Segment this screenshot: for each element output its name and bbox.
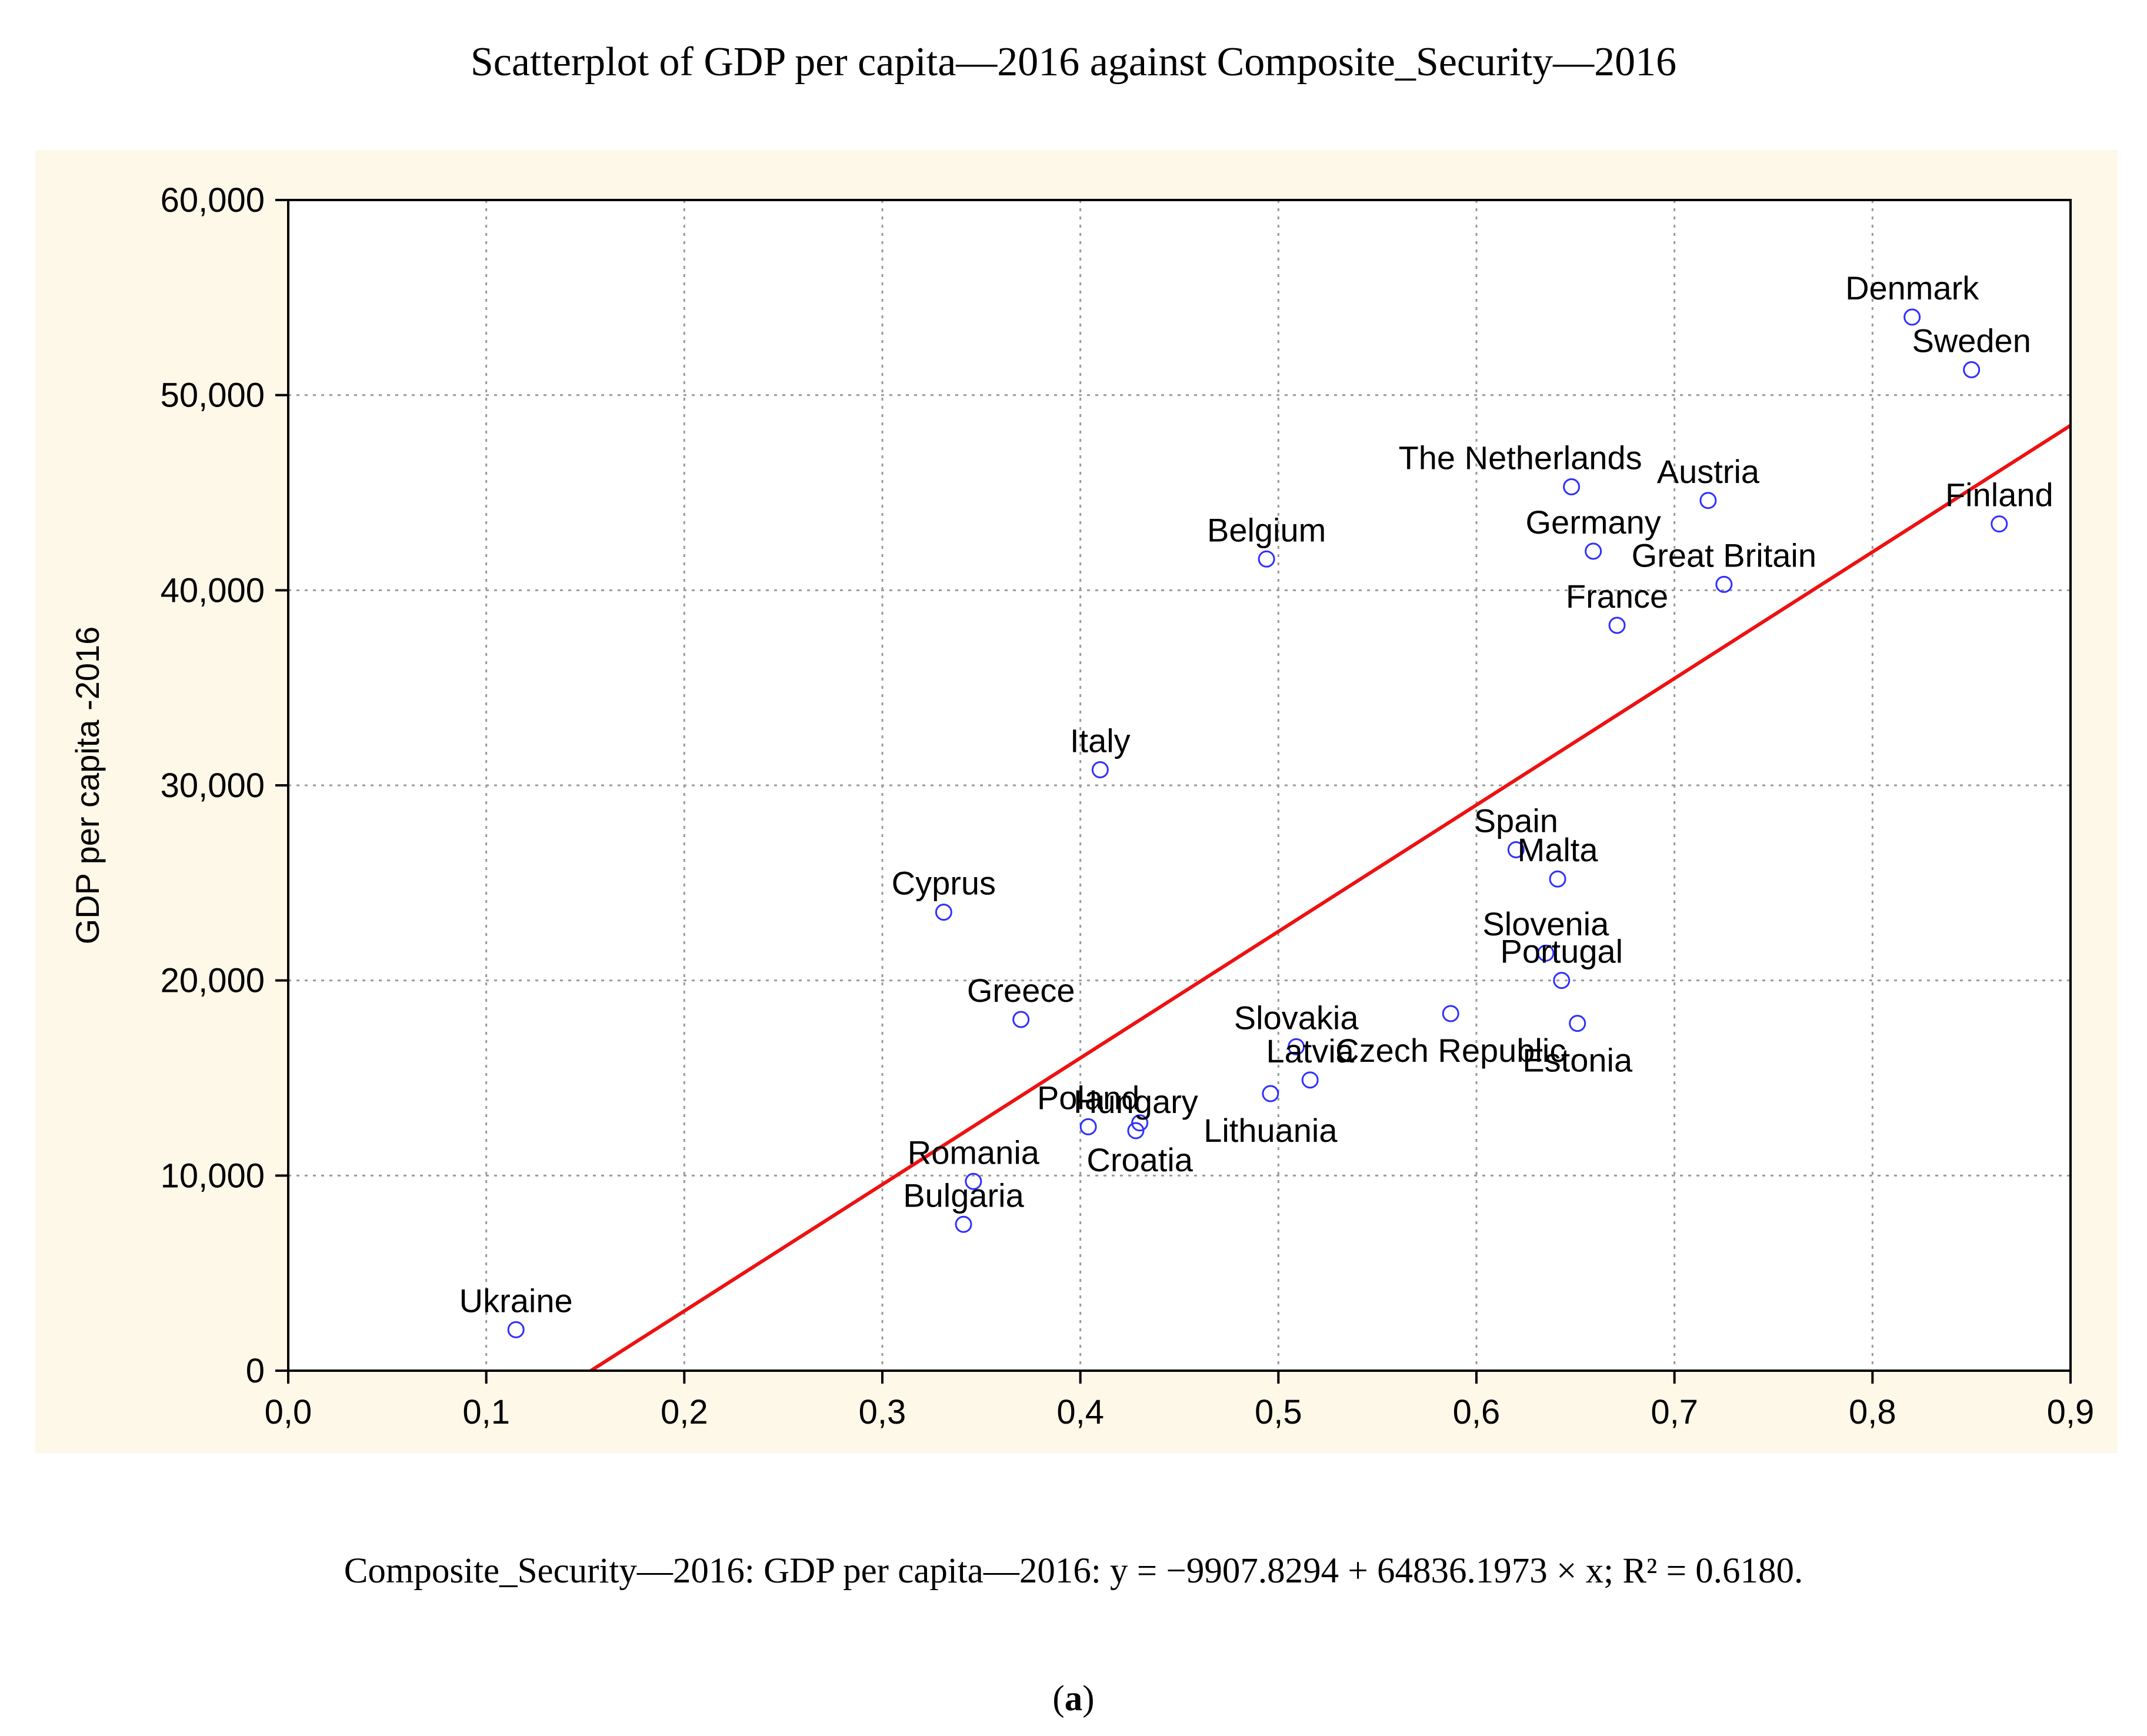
panel-label: (a): [1052, 1679, 1094, 1718]
data-point: [1585, 542, 1602, 560]
data-point: [1012, 1011, 1030, 1028]
point-label: Greece: [967, 972, 1075, 1009]
point-label: Poland: [1037, 1079, 1139, 1116]
data-point: [1288, 1038, 1305, 1055]
y-axis-label: GDP per capita -2016: [69, 627, 106, 945]
panel-close-paren: ): [1082, 1679, 1094, 1718]
x-axis-ticks: 0,0 0,1 0,2 0,3 0,4 0,5 0,6 0,7 0,8 0,9: [265, 1371, 2095, 1431]
regression-line-layer: [589, 424, 2072, 1372]
x-tick-label: 0,3: [859, 1393, 906, 1431]
x-tick-label: 0,5: [1255, 1393, 1302, 1431]
data-point: [1079, 1118, 1097, 1135]
point-label: Estonia: [1522, 1042, 1633, 1079]
point-label: Cyprus: [892, 865, 996, 902]
data-point: [1262, 1085, 1279, 1102]
data-point: [1608, 617, 1626, 634]
regression-line: [589, 424, 2072, 1372]
x-tick-label: 0,6: [1453, 1393, 1501, 1431]
point-label: Slovenia: [1482, 905, 1609, 942]
regression-caption: Composite_Security—2016: GDP per capita—…: [344, 1551, 1803, 1591]
point-label: Hungary: [1074, 1083, 1198, 1120]
point-label: Croatia: [1086, 1141, 1193, 1178]
point-label: Lithuania: [1203, 1112, 1338, 1149]
point-label: France: [1566, 578, 1668, 615]
point-label: Malta: [1518, 831, 1599, 868]
data-point: [1442, 1005, 1459, 1022]
data-point: [1091, 761, 1109, 778]
data-point: [1903, 308, 1921, 326]
data-point: [1963, 361, 1981, 379]
y-tick-label: 60,000: [161, 181, 265, 219]
x-tick-label: 0,1: [462, 1393, 510, 1431]
data-point: [1537, 944, 1555, 962]
data-point: [965, 1172, 982, 1190]
point-label: Belgium: [1207, 511, 1326, 548]
point-label: Italy: [1070, 722, 1131, 759]
y-tick-label: 10,000: [161, 1157, 265, 1195]
y-tick-label: 30,000: [161, 767, 265, 805]
point-label: The Netherlands: [1399, 439, 1642, 477]
data-point: [955, 1215, 972, 1233]
point-label: Portugal: [1500, 933, 1623, 970]
y-tick-label: 0: [246, 1352, 265, 1390]
x-tick-label: 0,0: [265, 1393, 312, 1431]
point-label: Sweden: [1912, 322, 2031, 359]
data-point: [1991, 515, 2008, 533]
point-label: Latvia: [1266, 1032, 1354, 1069]
point-label: Spain: [1474, 802, 1558, 839]
scatter-markers: [507, 308, 2008, 1338]
point-label: Austria: [1657, 453, 1760, 490]
point-label: Finland: [1945, 477, 2053, 514]
data-point: [1563, 478, 1581, 496]
x-tick-label: 0,9: [2047, 1393, 2095, 1431]
x-tick-label: 0,4: [1056, 1393, 1104, 1431]
y-tick-label: 20,000: [161, 962, 265, 1000]
data-point: [1301, 1071, 1319, 1089]
point-label: Germany: [1525, 504, 1661, 541]
data-point: [1549, 870, 1566, 888]
x-tick-label: 0,7: [1651, 1393, 1698, 1431]
point-label: Czech Republic: [1335, 1032, 1566, 1069]
point-label: Great Britain: [1632, 537, 1816, 574]
data-point: [1699, 492, 1717, 509]
point-label: Bulgaria: [903, 1177, 1024, 1214]
point-label: Slovakia: [1234, 999, 1359, 1036]
chart-title: Scatterplot of GDP per capita—2016 again…: [471, 39, 1676, 85]
data-point: [935, 904, 952, 921]
data-point: [1715, 575, 1733, 593]
data-point: [507, 1321, 525, 1338]
grid-lines: [288, 200, 2071, 1371]
panel-open-paren: (: [1052, 1679, 1064, 1718]
point-label: Ukraine: [459, 1282, 573, 1319]
data-point: [1569, 1015, 1586, 1032]
y-axis-ticks: 0 10,000 20,000 30,000 40,000 50,000 60,000: [161, 181, 288, 1390]
data-point: [1127, 1122, 1145, 1139]
point-label: Romania: [908, 1134, 1040, 1171]
point-labels: Denmark Sweden The Netherlands Austria Finla…: [459, 269, 2053, 1319]
data-point: [1131, 1114, 1149, 1132]
data-point: [1258, 550, 1275, 568]
data-point: [1553, 972, 1571, 989]
y-tick-label: 50,000: [161, 376, 265, 415]
point-label: Denmark: [1845, 269, 1979, 306]
y-tick-label: 40,000: [161, 571, 265, 609]
x-tick-label: 0,2: [661, 1393, 708, 1431]
x-tick-label: 0,8: [1849, 1393, 1896, 1431]
data-point: [1507, 841, 1525, 858]
panel-letter: a: [1065, 1679, 1083, 1718]
